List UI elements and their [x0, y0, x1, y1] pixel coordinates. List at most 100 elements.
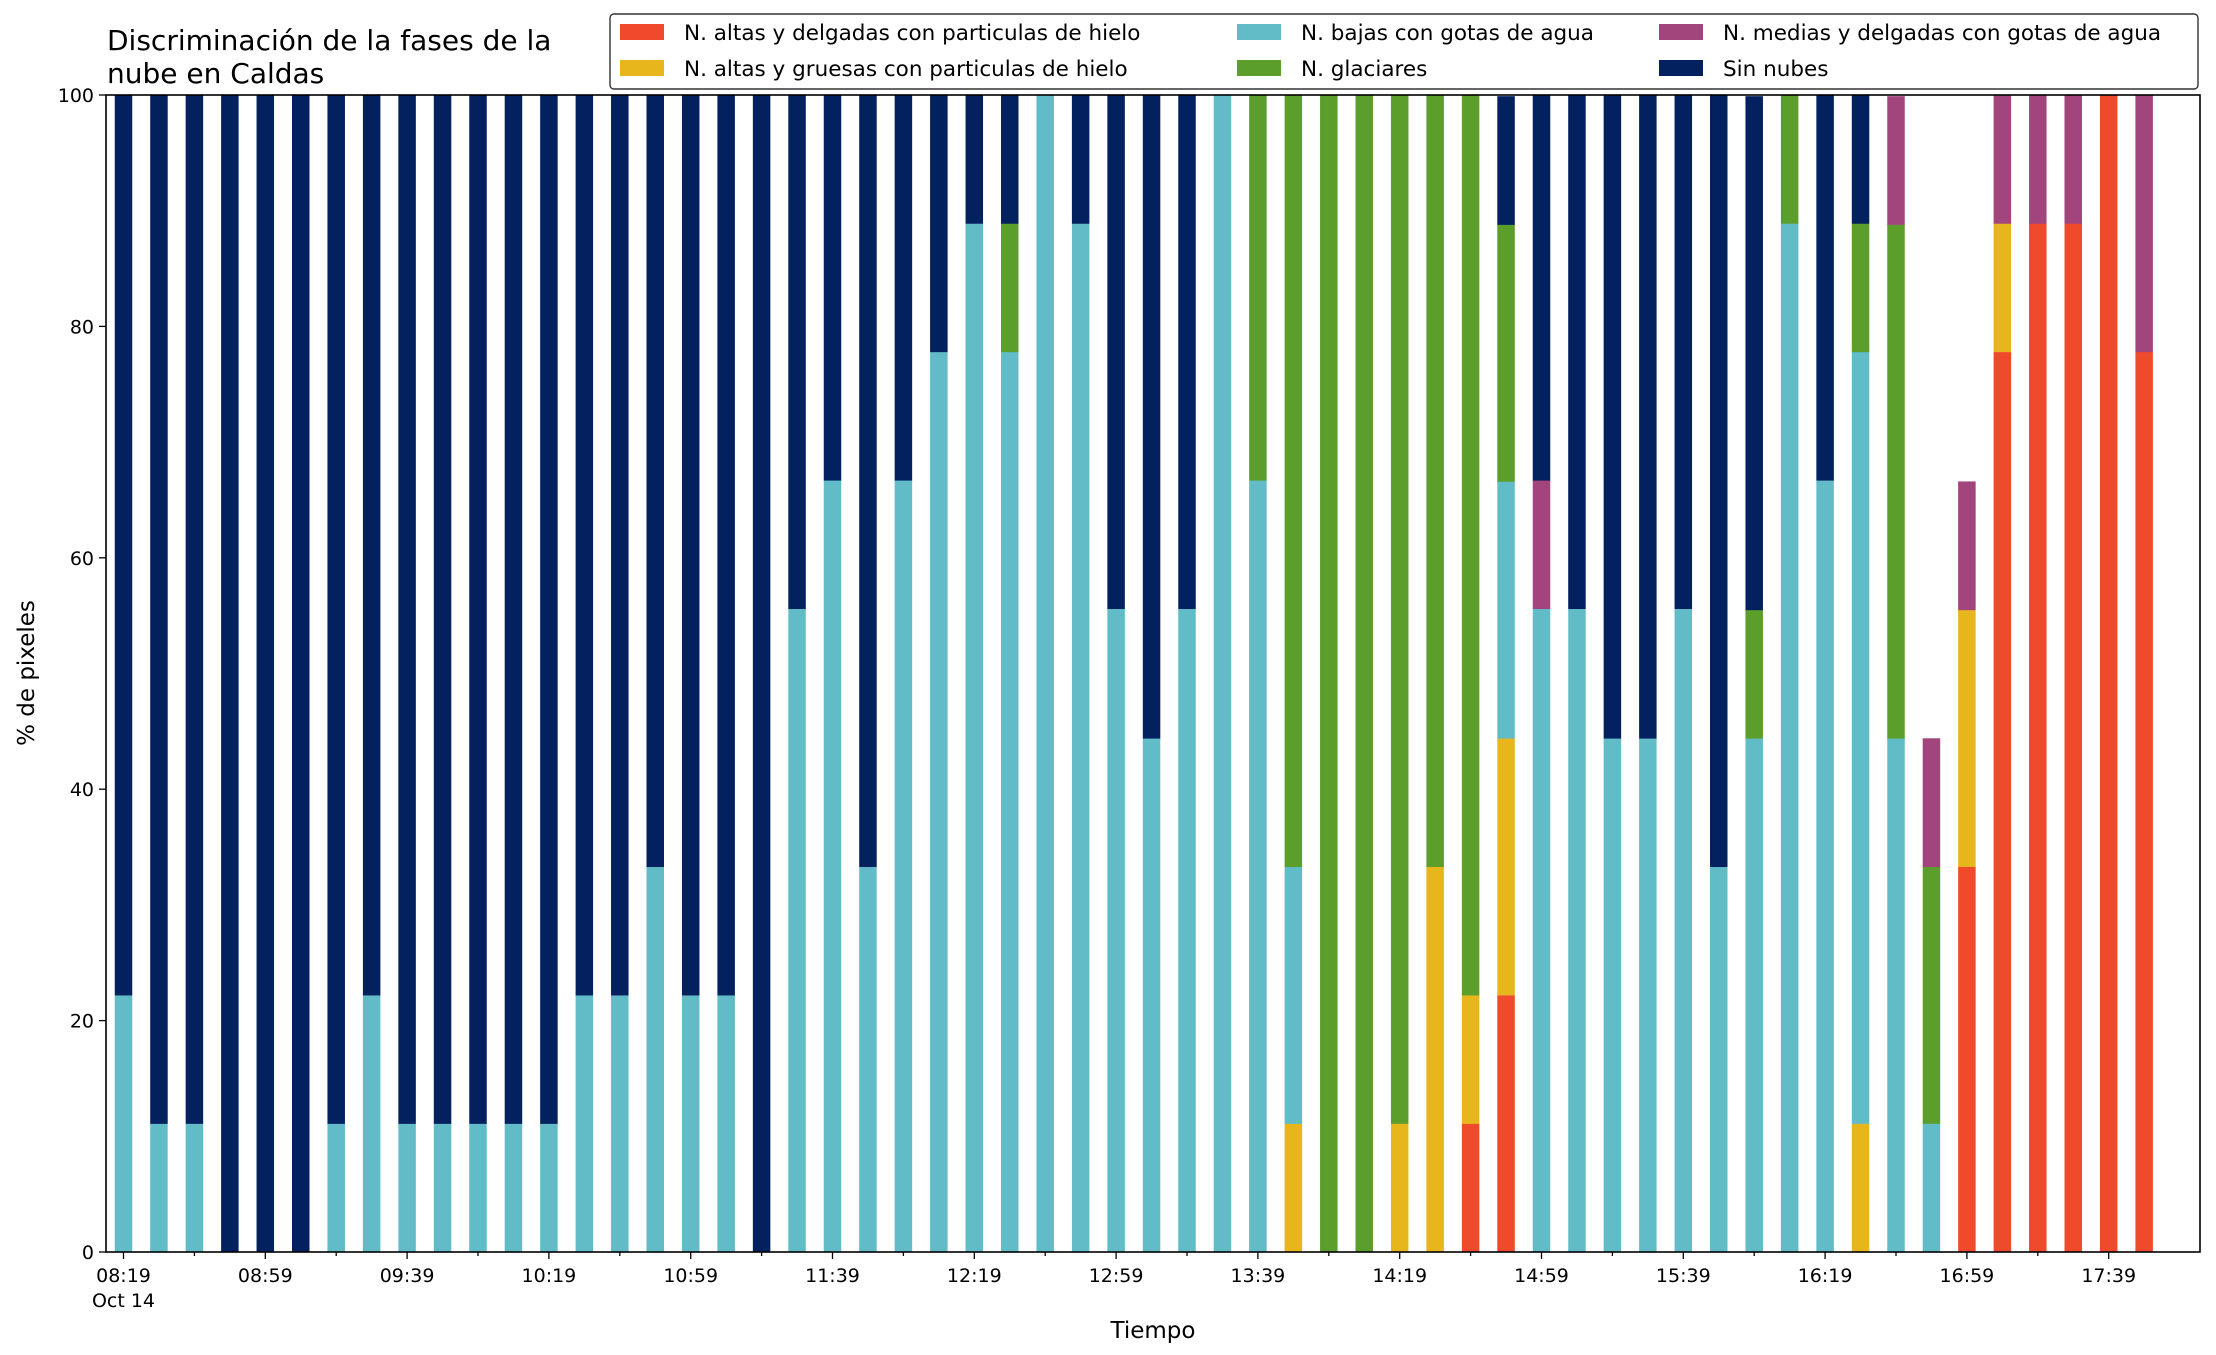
bar-segment-52-series-1	[1958, 609, 1976, 868]
plot-frame	[105, 94, 2201, 1253]
bar-segment-29-series-5	[1142, 95, 1161, 739]
bar-segment-57-series-0	[2135, 351, 2153, 1253]
bar-segment-15-series-5	[646, 95, 664, 868]
bar-segment-44-series-2	[1674, 608, 1693, 1253]
bar-segment-14-series-5	[611, 95, 629, 996]
bar-segment-8-series-2	[398, 1123, 416, 1253]
bar-segment-52-series-0	[1958, 866, 1976, 1253]
x-tick-sublabel: Oct 14	[92, 1290, 155, 1312]
bar-segment-49-series-1	[1851, 1123, 1870, 1253]
bar-segment-14-series-2	[611, 995, 629, 1253]
legend-label: Sin nubes	[1723, 57, 1828, 82]
bar-segment-11-series-5	[504, 95, 523, 1124]
bar-segment-11-series-2	[504, 1123, 523, 1253]
bar-segment-30-series-5	[1178, 95, 1196, 610]
bar-segment-5-series-5	[292, 95, 310, 1253]
bar-segment-48-series-2	[1816, 480, 1834, 1253]
bar-segment-12-series-5	[540, 95, 558, 1124]
bar-segment-41-series-2	[1568, 608, 1586, 1253]
bar-segment-6-series-2	[327, 1123, 345, 1253]
bar-segment-2-series-2	[185, 1123, 204, 1253]
bar-segment-33-series-3	[1284, 95, 1303, 868]
y-tick-label: 100	[58, 85, 94, 107]
bar-segment-7-series-2	[362, 995, 381, 1253]
bar-segment-39-series-5	[1497, 96, 1515, 225]
bar-segment-49-series-5	[1851, 95, 1870, 224]
bar-segment-29-series-2	[1142, 738, 1161, 1253]
bar-segment-39-series-2	[1497, 481, 1515, 739]
bar-segment-23-series-5	[930, 95, 948, 353]
bar-segment-50-series-4	[1887, 96, 1905, 225]
bar-segment-10-series-2	[469, 1123, 487, 1253]
bar-segment-25-series-3	[1001, 223, 1019, 353]
x-tick-label: 10:19	[522, 1265, 577, 1287]
bar-segment-54-series-0	[2029, 223, 2047, 1253]
bar-segment-17-series-5	[717, 95, 735, 996]
bar-segment-31-series-2	[1213, 95, 1232, 1253]
bar-segment-28-series-5	[1107, 95, 1125, 610]
x-tick-label: 16:19	[1798, 1265, 1853, 1287]
legend: N. altas y delgadas con particulas de hi…	[609, 13, 2199, 90]
x-tick-label: 08:19	[96, 1265, 151, 1287]
bar-segment-43-series-5	[1639, 95, 1657, 739]
bar-segment-27-series-5	[1071, 95, 1090, 224]
bar-segment-40-series-4	[1532, 480, 1551, 610]
bar-segment-36-series-3	[1390, 95, 1409, 1124]
bar-segment-6-series-5	[327, 95, 345, 1124]
legend-label: N. altas y delgadas con particulas de hi…	[684, 21, 1140, 46]
bar-segment-45-series-5	[1710, 95, 1728, 868]
x-tick-label: 11:39	[805, 1265, 860, 1287]
bar-segment-33-series-2	[1284, 866, 1303, 1124]
bar-segment-22-series-5	[894, 95, 913, 481]
bar-segment-40-series-2	[1532, 608, 1551, 1253]
bar-segment-48-series-5	[1816, 95, 1834, 481]
x-tick-label: 10:59	[663, 1265, 718, 1287]
bar-segment-57-series-4	[2135, 95, 2153, 353]
bar-segment-38-series-1	[1461, 995, 1480, 1124]
bar-segment-55-series-0	[2064, 223, 2082, 1253]
bar-segment-28-series-2	[1107, 608, 1125, 1253]
bar-segment-8-series-5	[398, 95, 416, 1124]
bar-segment-37-series-1	[1426, 866, 1444, 1253]
bar-segment-13-series-5	[575, 95, 594, 996]
bar-segment-38-series-0	[1461, 1123, 1480, 1253]
x-tick-label: 15:39	[1656, 1265, 1711, 1287]
legend-label: N. altas y gruesas con particulas de hie…	[684, 57, 1128, 82]
bar-segment-49-series-2	[1851, 351, 1870, 1124]
bar-segment-37-series-3	[1426, 95, 1444, 868]
bar-segment-44-series-5	[1674, 95, 1693, 610]
legend-label: N. bajas con gotas de agua	[1301, 21, 1594, 46]
bar-segment-46-series-5	[1745, 96, 1763, 611]
bar-segment-24-series-5	[965, 95, 984, 224]
bar-segment-50-series-3	[1887, 224, 1905, 739]
x-axis-ticks: 08:19 Oct 14 08:59 09:39 10:19 10:59 11:39 12:1…	[92, 1252, 2136, 1312]
bar-segment-32-series-2	[1249, 480, 1267, 1253]
bar-segment-25-series-5	[1001, 95, 1019, 224]
bar-segment-34-series-3	[1320, 95, 1338, 1253]
bar-segment-39-series-0	[1497, 995, 1515, 1253]
bar-segment-2-series-5	[185, 95, 204, 1124]
bar-segment-50-series-2	[1887, 738, 1905, 1253]
bar-segment-16-series-5	[681, 95, 700, 996]
bar-segment-38-series-3	[1461, 95, 1480, 996]
x-tick-label: 12:19	[947, 1265, 1002, 1287]
y-tick-label: 60	[70, 548, 94, 570]
bar-segment-54-series-4	[2029, 95, 2047, 224]
bar-segment-18-series-5	[752, 95, 771, 1253]
bar-segment-46-series-2	[1745, 738, 1763, 1253]
bar-segment-45-series-2	[1710, 866, 1728, 1253]
bar-segment-9-series-5	[433, 95, 452, 1124]
legend-swatch	[620, 24, 664, 40]
bar-segment-10-series-5	[469, 95, 487, 1124]
bar-segment-17-series-2	[717, 995, 735, 1253]
bar-segment-20-series-5	[823, 95, 842, 481]
x-tick-label: 14:19	[1372, 1265, 1427, 1287]
x-tick-label: 17:39	[2081, 1265, 2136, 1287]
bar-segment-51-series-4	[1922, 738, 1941, 868]
bar-segment-24-series-2	[965, 223, 984, 1253]
bar-segment-16-series-2	[681, 995, 700, 1253]
bar-segment-47-series-3	[1780, 95, 1799, 224]
y-axis-label: % de pixeles	[14, 600, 40, 746]
bar-segment-53-series-1	[1993, 223, 2012, 353]
